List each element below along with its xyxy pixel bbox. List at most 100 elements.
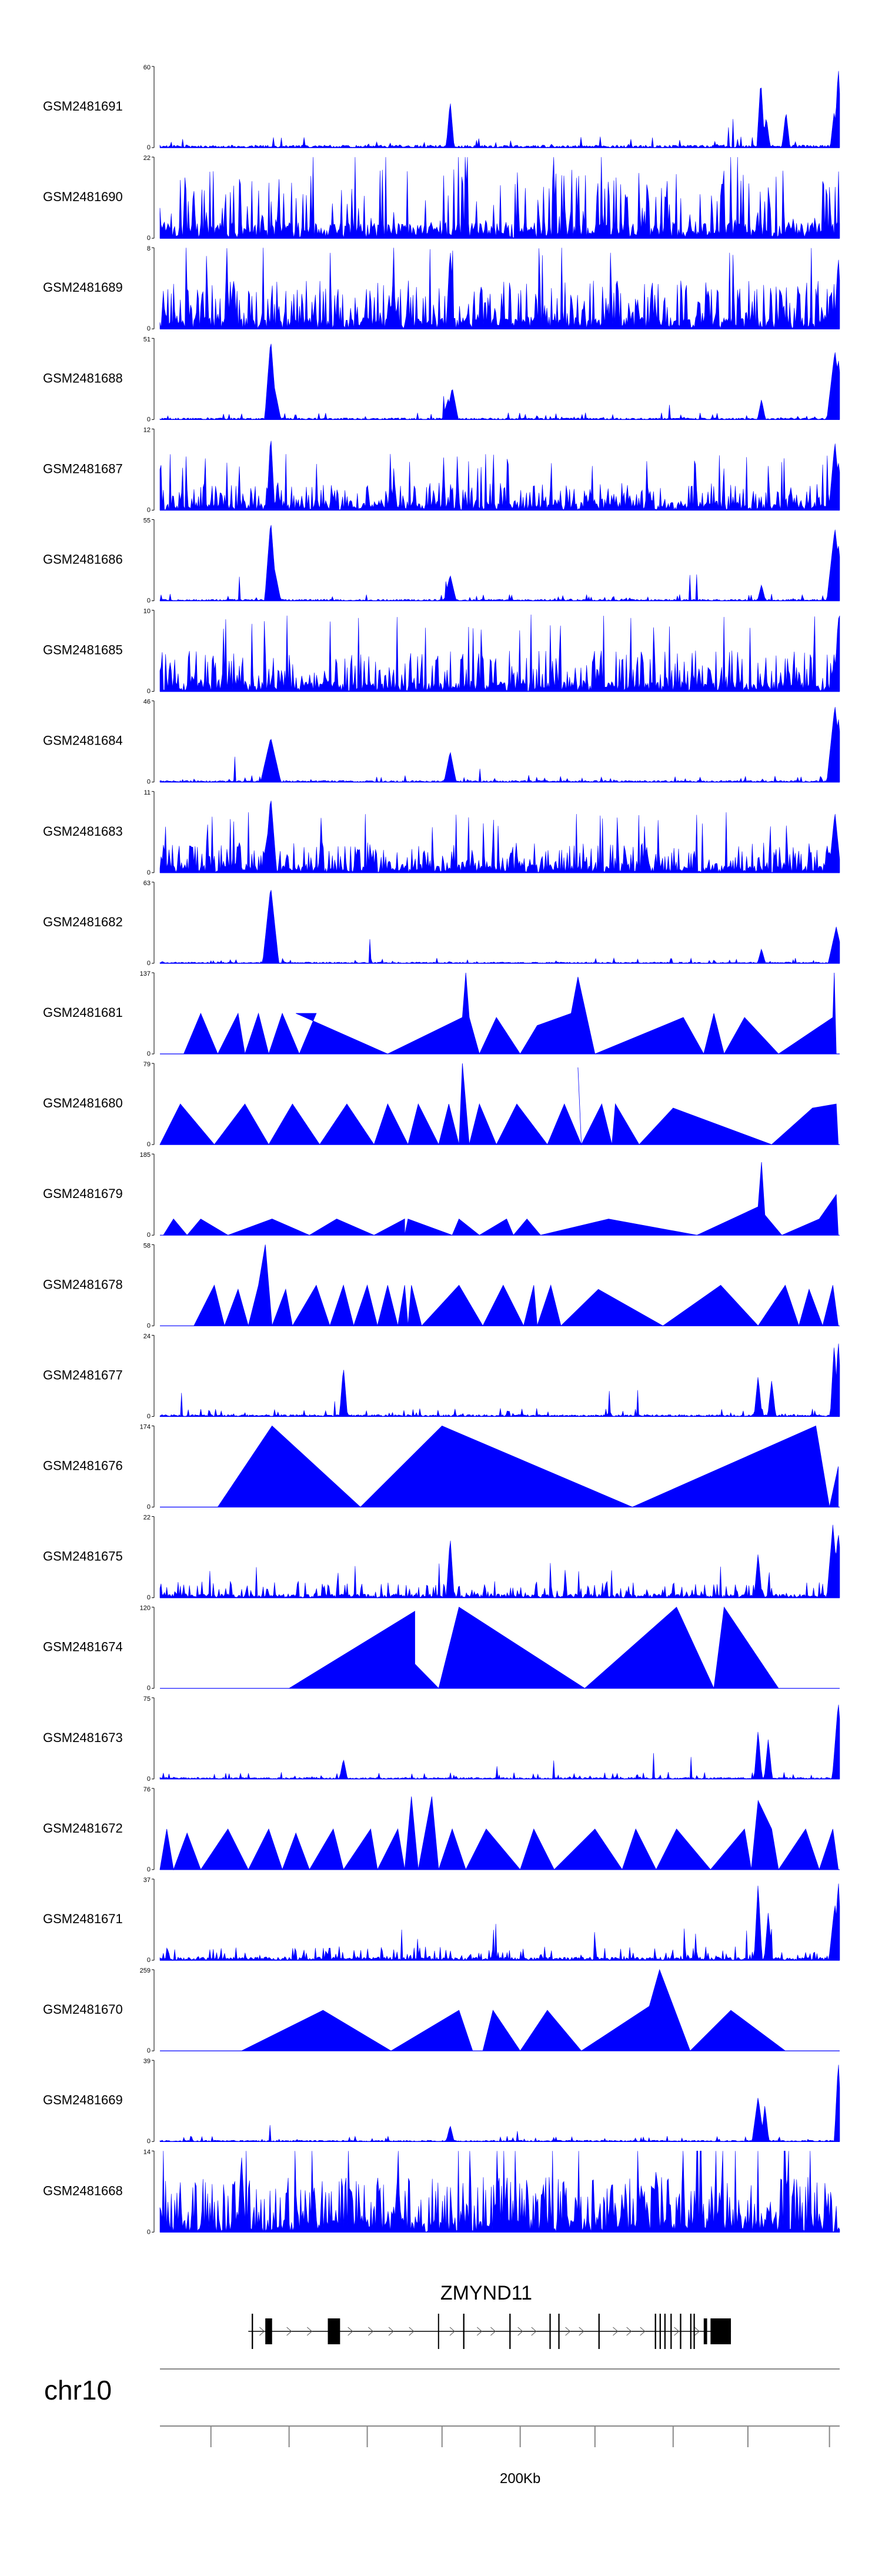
y-min-label: 0 bbox=[147, 1322, 151, 1329]
y-min-label: 0 bbox=[147, 144, 151, 151]
y-max-label: 39 bbox=[143, 2058, 151, 2065]
y-min-label: 0 bbox=[147, 869, 151, 876]
exon-line bbox=[463, 2314, 465, 2349]
y-min-label: 0 bbox=[147, 598, 151, 605]
y-max-label: 60 bbox=[143, 64, 151, 71]
coverage-area bbox=[159, 1343, 840, 1417]
exon-line bbox=[509, 2314, 511, 2349]
exon-line bbox=[549, 2314, 551, 2349]
track-label: GSM2481686 bbox=[43, 552, 123, 567]
track-GSM2481668: GSM2481668 14 0 bbox=[43, 2148, 840, 2235]
y-max-label: 11 bbox=[144, 789, 151, 796]
y-max-label: 58 bbox=[143, 1242, 151, 1249]
y-max-label: 63 bbox=[143, 880, 151, 887]
y-max-label: 12 bbox=[143, 426, 151, 433]
y-min-label: 0 bbox=[147, 1232, 151, 1239]
track-GSM2481677: GSM2481677 24 0 bbox=[43, 1333, 840, 1420]
track-GSM2481680: GSM2481680 79 0 bbox=[43, 1061, 840, 1148]
track-GSM2481683: GSM2481683 11 0 bbox=[43, 789, 840, 876]
exon-line bbox=[598, 2314, 600, 2349]
track-label: GSM2481684 bbox=[43, 733, 123, 748]
coverage-area bbox=[159, 614, 840, 692]
track-GSM2481684: GSM2481684 46 0 bbox=[43, 699, 840, 786]
track-GSM2481675: GSM2481675 22 0 bbox=[43, 1514, 840, 1601]
track-GSM2481689: GSM2481689 8 0 bbox=[43, 245, 840, 332]
y-min-label: 0 bbox=[147, 2047, 151, 2054]
y-min-label: 0 bbox=[147, 235, 151, 242]
y-min-label: 0 bbox=[147, 506, 151, 513]
strand-arrow bbox=[694, 2327, 700, 2336]
track-GSM2481678: GSM2481678 58 0 bbox=[43, 1242, 840, 1329]
y-max-label: 185 bbox=[140, 1152, 151, 1159]
coverage-tracks: GSM2481691600GSM2481690220GSM248168980GS… bbox=[43, 64, 840, 2235]
track-label: GSM2481689 bbox=[43, 280, 123, 295]
y-max-label: 51 bbox=[143, 336, 151, 343]
y-max-label: 24 bbox=[143, 1333, 151, 1340]
track-label: GSM2481678 bbox=[43, 1277, 123, 1292]
y-min-label: 0 bbox=[147, 1594, 151, 1601]
track-GSM2481669: GSM2481669 39 0 bbox=[43, 2058, 840, 2145]
y-min-label: 0 bbox=[147, 960, 151, 967]
y-max-label: 14 bbox=[143, 2148, 151, 2155]
y-max-label: 55 bbox=[143, 518, 151, 525]
strand-arrow bbox=[348, 2327, 353, 2336]
track-GSM2481676: GSM2481676 174 0 bbox=[43, 1424, 840, 1511]
strand-arrow bbox=[613, 2327, 619, 2336]
coverage-area bbox=[159, 2151, 840, 2233]
strand-arrow bbox=[674, 2327, 680, 2336]
coverage-area bbox=[159, 343, 840, 420]
exon-line bbox=[437, 2314, 439, 2349]
track-label: GSM2481673 bbox=[43, 1730, 123, 1745]
y-max-label: 10 bbox=[143, 608, 151, 615]
exon-line bbox=[558, 2314, 560, 2349]
track-GSM2481671: GSM2481671 37 0 bbox=[43, 1877, 840, 1964]
coverage-area bbox=[183, 972, 837, 1055]
strand-arrow bbox=[409, 2327, 415, 2336]
y-min-label: 0 bbox=[147, 1413, 151, 1420]
exon-line bbox=[252, 2314, 253, 2349]
coverage-area bbox=[159, 1883, 840, 1961]
track-label: GSM2481688 bbox=[43, 371, 123, 385]
y-max-label: 174 bbox=[140, 1424, 151, 1431]
coverage-area bbox=[159, 2064, 840, 2142]
exon-line bbox=[680, 2314, 681, 2349]
y-max-label: 8 bbox=[147, 245, 151, 252]
y-max-label: 259 bbox=[140, 1967, 151, 1974]
strand-arrow bbox=[306, 2327, 313, 2336]
coverage-area bbox=[159, 157, 840, 239]
track-label: GSM2481677 bbox=[43, 1367, 123, 1382]
coverage-area bbox=[159, 248, 840, 329]
track-label: GSM2481672 bbox=[43, 1821, 123, 1836]
track-GSM2481690: GSM2481690 22 0 bbox=[43, 155, 840, 242]
chromosome-axis: chr10 200Kb bbox=[44, 2368, 840, 2487]
strand-arrow bbox=[449, 2327, 455, 2336]
track-label: GSM2481685 bbox=[43, 643, 123, 658]
y-min-label: 0 bbox=[147, 1050, 151, 1057]
track-label: GSM2481691 bbox=[43, 99, 123, 114]
exon-line bbox=[693, 2314, 695, 2349]
chromosome-name-label: chr10 bbox=[44, 2375, 112, 2405]
y-min-label: 0 bbox=[147, 1504, 151, 1511]
exon-line bbox=[670, 2314, 672, 2349]
y-max-label: 76 bbox=[143, 1786, 151, 1793]
track-GSM2481670: GSM2481670 259 0 bbox=[43, 1967, 840, 2054]
coverage-area bbox=[159, 71, 840, 148]
y-min-label: 0 bbox=[147, 1957, 151, 1964]
y-min-label: 0 bbox=[147, 1776, 151, 1783]
y-max-label: 137 bbox=[140, 970, 151, 977]
exon-line bbox=[664, 2314, 666, 2349]
track-label: GSM2481690 bbox=[43, 189, 123, 204]
scale-tick-label: 200Kb bbox=[500, 2471, 540, 2487]
coverage-area bbox=[163, 1162, 839, 1236]
track-label: GSM2481668 bbox=[43, 2183, 123, 2198]
track-GSM2481679: GSM2481679 185 0 bbox=[43, 1152, 840, 1239]
track-GSM2481674: GSM2481674 120 0 bbox=[43, 1605, 840, 1692]
track-label: GSM2481676 bbox=[43, 1459, 123, 1473]
y-max-label: 37 bbox=[143, 1877, 151, 1884]
coverage-area bbox=[159, 1796, 839, 1871]
gene-annotation-track: ZMYND11 bbox=[248, 2282, 731, 2349]
coverage-area bbox=[159, 1704, 840, 1780]
coverage-area bbox=[159, 890, 840, 964]
y-min-label: 0 bbox=[147, 688, 151, 695]
